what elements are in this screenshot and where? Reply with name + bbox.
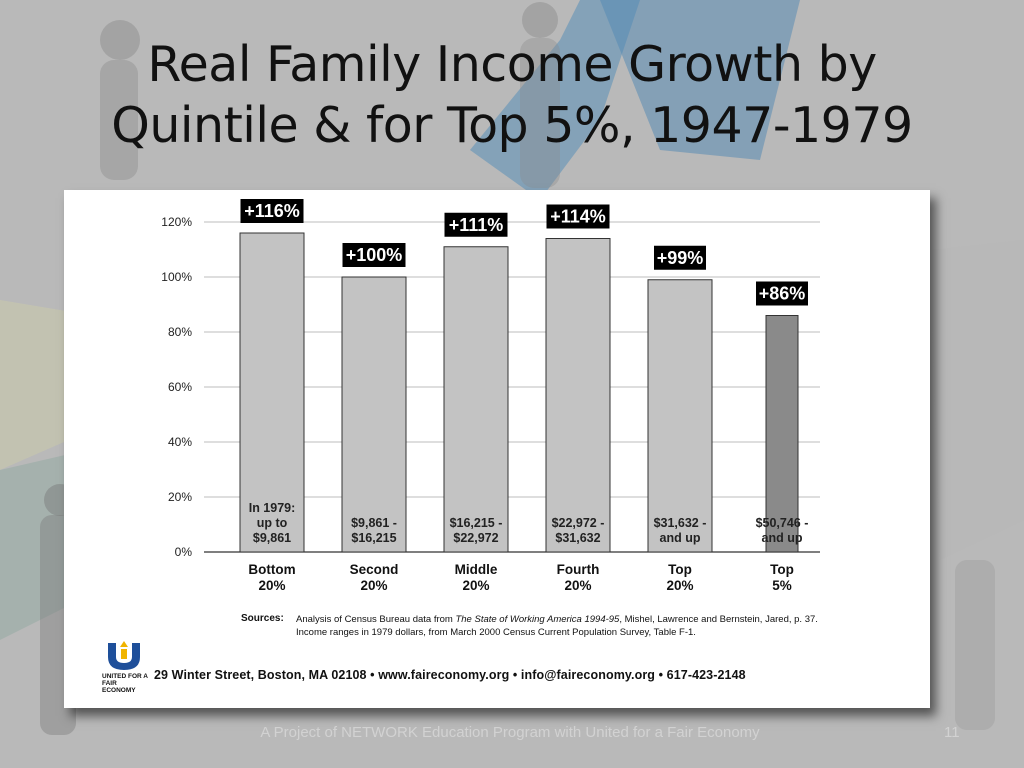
y-tick-label: 20% (168, 490, 192, 504)
grid-lines (204, 221, 820, 553)
sources-label: Sources: (241, 613, 284, 624)
bar-note: $31,632 (555, 531, 600, 545)
sources-line1-suffix: , Mishel, Lawrence and Bernstein, Jared,… (619, 614, 818, 625)
slide-number: 11 (944, 724, 960, 741)
x-category-label: Middle (455, 562, 498, 577)
value-label-box (342, 243, 406, 267)
bar-note: $9,861 - (351, 516, 397, 530)
y-tick-label: 60% (168, 380, 192, 394)
bar-note: $31,632 - (654, 516, 707, 530)
x-category-label: Top (668, 562, 692, 577)
sources-line2: Income ranges in 1979 dollars, from Marc… (296, 627, 696, 638)
bar-note: and up (762, 531, 803, 545)
bar-note: In 1979: (249, 501, 296, 515)
value-label-box (654, 245, 706, 270)
value-label-box (240, 199, 304, 223)
y-tick-label: 40% (168, 435, 192, 449)
bar-chart: 0%20%40%60%80%100%120% +116%+100%+111% +1… (161, 199, 820, 593)
x-category-label: Fourth (557, 562, 600, 577)
y-tick-label: 120% (161, 215, 192, 229)
bar-note: up to (257, 516, 288, 530)
value-label: +100% (346, 245, 403, 265)
x-category-label: 20% (360, 578, 387, 593)
sources-line1-prefix: Analysis of Census Bureau data from (296, 614, 456, 625)
bar (443, 246, 509, 553)
x-category-label: 20% (564, 578, 591, 593)
value-labels: +116% +100% +111% +114% +99% +86% (240, 199, 808, 306)
bar-note: $22,972 - (552, 516, 605, 530)
bars (239, 232, 799, 553)
value-label: +116% (244, 201, 300, 221)
logo-text: UNITED FOR A FAIR ECONOMY (102, 673, 148, 694)
bar (545, 238, 611, 553)
bar-note: $50,746 - (756, 516, 809, 530)
x-category-label: 20% (462, 578, 489, 593)
x-category-label: 20% (258, 578, 285, 593)
x-category-label: Second (350, 562, 399, 577)
value-label-box (756, 281, 808, 306)
value-label: +111% (449, 215, 504, 235)
y-axis-tick-labels: 0% 20% 40% 60% 80% 100% 120% (161, 215, 192, 559)
bar-note: $9,861 (253, 531, 291, 545)
value-label: +114% (550, 207, 606, 227)
chart-panel: 0% 20% 40% 60% 80% 100% 120% +116% +100% +111% +1… (64, 190, 930, 708)
bar-notes: In 1979:up to$9,861 $9,861 -$16,215 $16,21… (249, 501, 809, 545)
bar (765, 315, 799, 553)
y-tick-label: 0% (175, 545, 193, 559)
value-label: +99% (657, 248, 704, 268)
bar-note: $16,215 (351, 531, 396, 545)
slide-footer: A Project of NETWORK Education Program w… (260, 724, 760, 741)
x-axis-category-labels: Bottom20%Second20%Middle20%Fourth20%Top2… (248, 562, 794, 593)
sources-line1-title: The State of Working America 1994-95 (455, 614, 620, 625)
bar-note: $22,972 (453, 531, 498, 545)
y-tick-label: 100% (161, 270, 192, 284)
sources-text: Analysis of Census Bureau data from The … (296, 613, 856, 639)
bar-note: and up (660, 531, 701, 545)
value-label-box (444, 212, 508, 237)
bar (239, 232, 305, 553)
bar (647, 279, 713, 553)
bar-note: $16,215 - (450, 516, 503, 530)
value-label: +86% (759, 284, 806, 304)
slide-title: Real Family Income Growth by Quintile & … (40, 34, 984, 156)
x-category-label: Top (770, 562, 794, 577)
x-category-label: Bottom (248, 562, 295, 577)
x-category-label: 5% (772, 578, 792, 593)
slide-title-line-1: Real Family Income Growth by (147, 36, 877, 93)
x-category-label: 20% (666, 578, 693, 593)
value-label-box (546, 204, 610, 229)
contact-address-line: 29 Winter Street, Boston, MA 02108 • www… (154, 668, 746, 682)
y-tick-label: 80% (168, 325, 192, 339)
bar (341, 276, 407, 553)
ufe-logo-icon (108, 641, 140, 670)
slide-title-line-2: Quintile & for Top 5%, 1947-1979 (111, 97, 913, 154)
